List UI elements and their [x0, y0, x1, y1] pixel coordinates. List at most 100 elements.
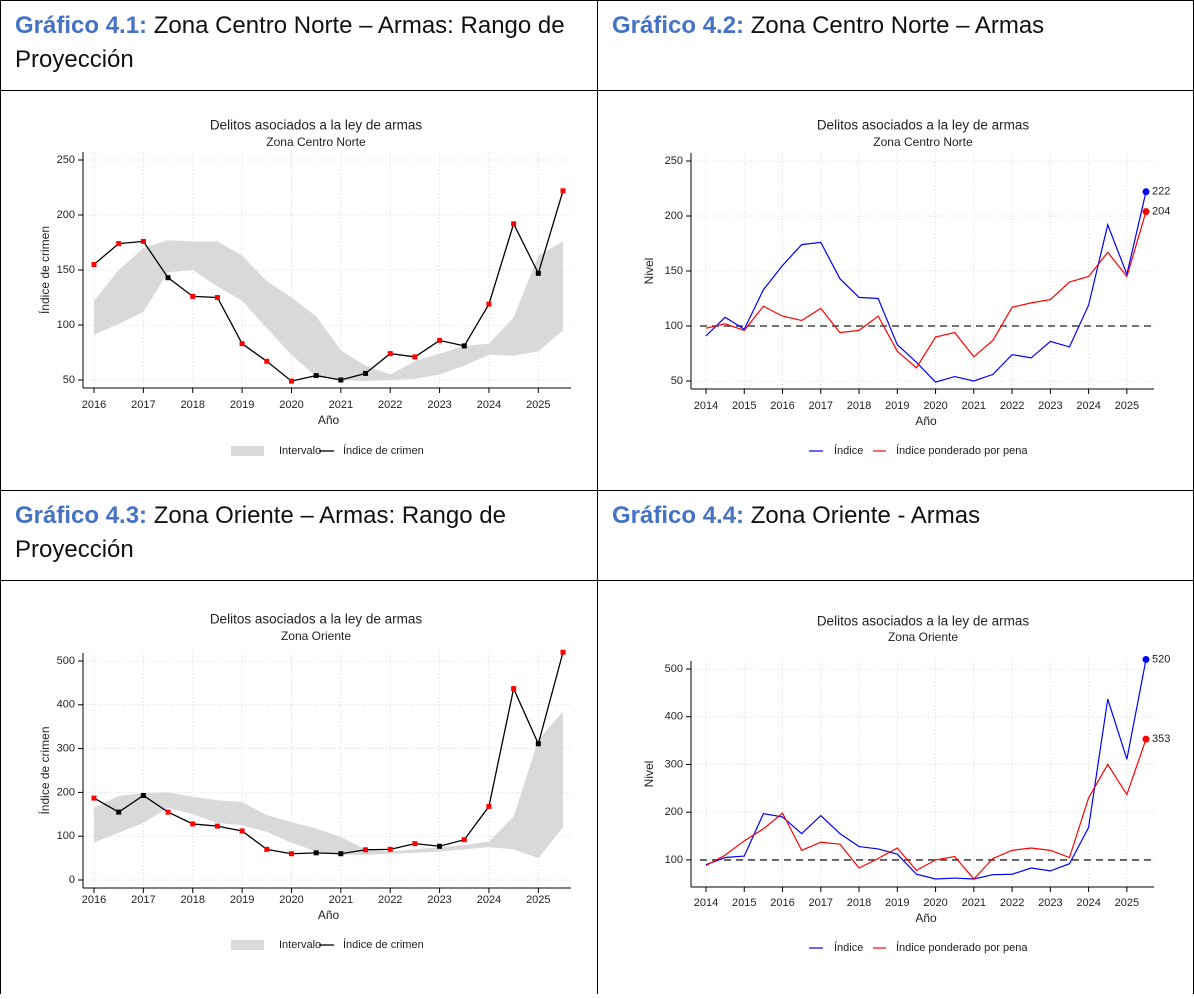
legend-label: Intervalo: [279, 939, 321, 951]
x-axis-label: Año: [318, 413, 340, 427]
x-tick-label: 2015: [732, 897, 756, 909]
heading-text: Zona Centro Norte – Armas: Rango de Proy…: [15, 12, 565, 73]
marker: [313, 850, 319, 856]
y-tick-label: 100: [665, 854, 683, 866]
marker: [288, 851, 294, 857]
chart-cell: Delitos asociados a la ley de armas Zona …: [597, 580, 1194, 994]
chart: Delitos asociados a la ley de armasZona …: [37, 118, 571, 457]
x-tick-label: 2020: [279, 399, 303, 411]
legend-label: Índice de crimen: [343, 938, 424, 951]
y-tick-label: 400: [665, 711, 683, 723]
interval-band: [94, 711, 563, 859]
x-tick-label: 2018: [847, 400, 871, 412]
x-tick-label: 2018: [180, 894, 204, 906]
x-tick-label: 2014: [694, 400, 718, 412]
legend-label: Índice: [834, 941, 863, 954]
marker: [412, 841, 418, 847]
legend-label: Índice ponderado por pena: [896, 444, 1028, 457]
heading-label: Gráfico 4.3:: [15, 502, 148, 529]
marker: [190, 293, 196, 299]
marker: [511, 221, 517, 227]
marker: [214, 295, 220, 300]
y-tick-label: 200: [665, 806, 683, 818]
x-tick-label: 2025: [1115, 400, 1139, 412]
end-marker: [1142, 208, 1150, 216]
y-tick-label: 0: [69, 874, 75, 886]
y-axis-label: Nivel: [642, 258, 656, 285]
marker: [116, 241, 122, 247]
x-tick-label: 2018: [180, 399, 204, 411]
heading-label: Gráfico 4.4:: [612, 502, 745, 529]
marker: [165, 275, 171, 281]
x-tick-label: 2024: [477, 399, 501, 411]
marker: [140, 238, 146, 244]
legend-swatch: [231, 446, 264, 456]
x-tick-label: 2022: [1000, 897, 1024, 909]
x-tick-label: 2021: [962, 897, 986, 909]
x-tick-label: 2022: [378, 399, 402, 411]
marker: [461, 343, 467, 349]
x-tick-label: 2017: [809, 400, 833, 412]
marker: [486, 301, 492, 307]
heading-cell: Gráfico 4.4: Zona Oriente - Armas: [597, 490, 1194, 581]
y-tick-label: 200: [57, 786, 75, 798]
x-tick-label: 2020: [279, 894, 303, 906]
marker: [264, 358, 270, 364]
y-tick-label: 250: [57, 154, 75, 166]
series-line: [93, 190, 564, 382]
x-tick-label: 2024: [1076, 400, 1100, 412]
x-tick-label: 2016: [770, 400, 794, 412]
marker: [363, 370, 369, 376]
y-axis-label: Nivel: [642, 761, 656, 788]
legend-label: Índice de crimen: [343, 444, 424, 457]
x-tick-label: 2020: [923, 400, 947, 412]
x-tick-label: 2025: [526, 399, 550, 411]
x-axis-label: Año: [915, 911, 937, 925]
y-tick-label: 100: [57, 319, 75, 331]
legend-label: Índice ponderado por pena: [896, 941, 1028, 954]
end-label: 204: [1152, 206, 1170, 218]
y-tick-label: 500: [665, 663, 683, 675]
x-tick-label: 2025: [1115, 897, 1139, 909]
marker: [437, 337, 443, 343]
marker: [387, 846, 393, 852]
x-tick-label: 2020: [923, 897, 947, 909]
x-tick-label: 2019: [230, 894, 254, 906]
x-tick-label: 2016: [82, 399, 106, 411]
heading-text: Zona Oriente – Armas: Rango de Proyecció…: [15, 502, 506, 563]
chart: Delitos asociados a la ley de armasZona …: [642, 614, 1170, 954]
marker: [140, 792, 146, 798]
marker: [116, 809, 122, 815]
y-axis-label: Índice de crimen: [37, 226, 52, 314]
legend-label: Intervalo: [279, 445, 321, 457]
marker: [387, 351, 393, 357]
x-tick-label: 2024: [477, 894, 501, 906]
x-tick-label: 2022: [1000, 400, 1024, 412]
x-tick-label: 2019: [885, 897, 909, 909]
x-tick-label: 2021: [962, 400, 986, 412]
y-tick-label: 250: [665, 155, 683, 167]
y-tick-label: 100: [57, 830, 75, 842]
x-tick-label: 2022: [378, 894, 402, 906]
series-line: [705, 659, 1147, 880]
chart-title: Delitos asociados a la ley de armas: [817, 614, 1030, 629]
end-label: 353: [1152, 733, 1170, 745]
chart-cell: Delitos asociados a la ley de armas Zona …: [0, 90, 597, 490]
x-tick-label: 2025: [526, 894, 550, 906]
series-line: [93, 652, 564, 855]
marker: [486, 803, 492, 809]
chart-cell: Delitos asociados a la ley de armas Zona …: [597, 90, 1194, 490]
y-tick-label: 500: [57, 655, 75, 667]
marker: [313, 373, 319, 379]
marker: [560, 188, 566, 194]
marker: [264, 846, 270, 852]
marker: [437, 843, 443, 849]
x-tick-label: 2024: [1076, 897, 1100, 909]
x-tick-label: 2023: [1038, 897, 1062, 909]
x-tick-label: 2021: [329, 399, 353, 411]
x-tick-label: 2016: [770, 897, 794, 909]
marker: [560, 649, 566, 655]
chart: Delitos asociados a la ley de armasZona …: [37, 612, 571, 951]
chart-subtitle: Zona Centro Norte: [873, 135, 973, 149]
marker: [239, 341, 245, 347]
